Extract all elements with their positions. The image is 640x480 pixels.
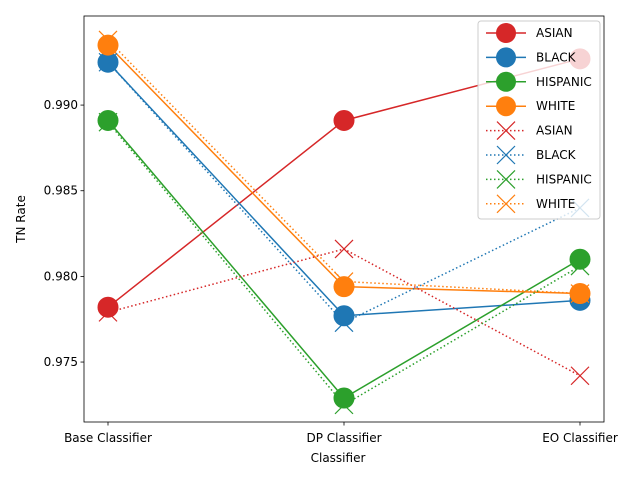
x-axis-label: Classifier [311,451,366,465]
legend-label: ASIAN [536,124,573,138]
legend-label: HISPANIC [536,172,592,186]
series-white-dotted [98,30,590,303]
y-axis: 0.975 0.980 0.985 0.990 [44,98,84,369]
x-tick-label: Base Classifier [64,431,152,445]
data-point-black-dotted [334,313,354,333]
x-axis: Base Classifier DP Classifier EO Classifie… [64,422,618,445]
legend-marker [496,145,516,165]
x-tick-label: EO Classifier [542,431,618,445]
legend-label: WHITE [536,99,575,113]
data-point-white-solid [97,34,119,56]
series-line-black-dotted [107,61,581,324]
y-axis-label: TN Rate [14,195,28,244]
series-line-white-dotted [107,39,581,295]
legend-label: BLACK [536,148,577,162]
legend-marker [496,121,516,141]
legend-item-hispanic-dotted: HISPANIC [486,169,592,189]
legend-marker [496,96,516,117]
legend-marker [496,194,516,214]
series-hispanic-solid [97,109,591,409]
legend-item-white-dotted: WHITE [486,194,575,214]
data-point-hispanic-dotted [334,395,354,415]
y-tick-label: 0.980 [44,269,78,283]
legend-item-black-solid: BLACK [486,47,577,68]
data-point-hispanic-solid [569,248,591,270]
data-point-hispanic-solid [333,387,355,409]
legend-marker [496,169,516,189]
legend-item-asian-solid: ASIAN [486,23,573,43]
legend-label: ASIAN [536,26,573,40]
data-point-asian-dotted [334,239,354,259]
legend-marker [496,47,516,68]
data-point-white-dotted [98,30,118,50]
data-point-hispanic-dotted [570,256,590,276]
legend-label: BLACK [536,50,577,64]
legend-item-asian-dotted: ASIAN [486,121,573,141]
data-point-white-dotted [334,272,354,291]
data-point-white-solid [333,276,355,298]
legend-label: HISPANIC [536,75,592,89]
data-point-asian-solid [333,109,355,131]
data-point-asian-solid [97,296,119,318]
legend-marker [496,71,516,92]
x-tick-label: DP Classifier [306,431,381,445]
legend-item-black-dotted: BLACK [486,145,577,165]
y-tick-label: 0.975 [44,355,78,369]
data-point-asian-dotted [570,366,590,386]
legend-marker [496,23,516,43]
legend: ASIAN BLACK HISPANIC WHITE ASIAN BLACK HISPANI… [477,20,601,220]
y-tick-label: 0.990 [44,98,78,112]
legend-label: WHITE [536,197,575,211]
data-point-hispanic-dotted [98,112,118,132]
data-point-white-dotted [570,284,590,303]
data-point-asian-dotted [98,302,118,322]
legend-box [477,20,601,220]
series-asian-dotted [98,239,590,386]
legend-item-white-solid: WHITE [486,96,575,117]
legend-item-hispanic-solid: HISPANIC [486,71,592,92]
data-point-black-dotted [98,52,118,72]
y-tick-label: 0.985 [44,184,78,198]
data-point-hispanic-solid [97,109,119,131]
series-hispanic-dotted [98,112,590,415]
